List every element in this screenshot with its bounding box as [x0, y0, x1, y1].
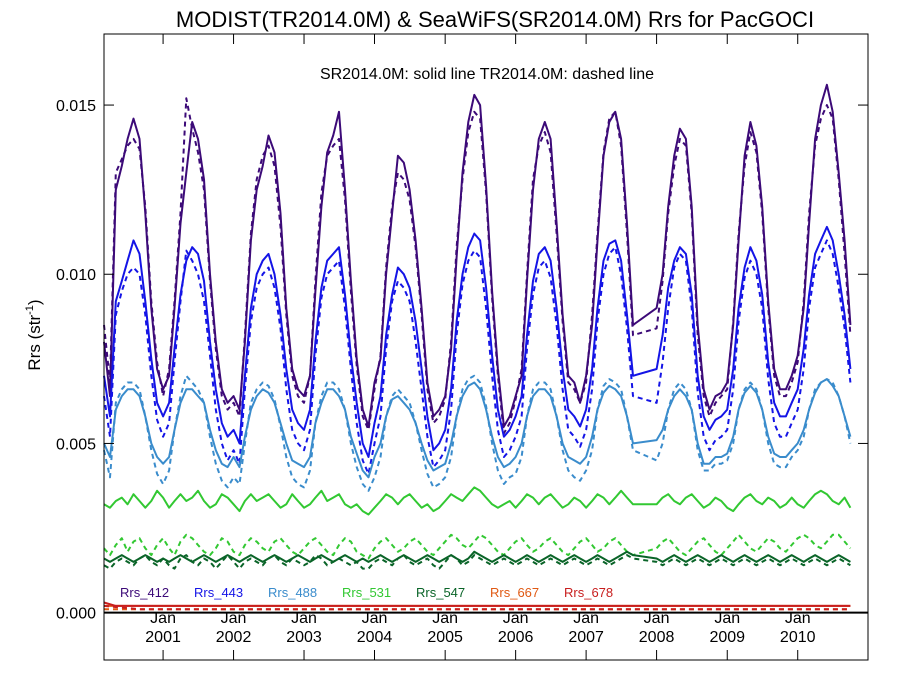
series-line-rrs-531-dashed [103, 533, 852, 560]
x-tick-month-label: Jan [150, 610, 176, 627]
x-tick-month-label: Jan [503, 610, 529, 627]
series-line-rrs-678-solid [103, 601, 851, 607]
axes: 0.000 0.005 0.010 0.015 Jan 2001 Jan 2002 Jan 200… [56, 33, 869, 661]
x-tick-year-label: 2010 [780, 629, 816, 646]
plot-area [103, 83, 852, 611]
legend: Rrs_412 Rrs_443 Rrs_488 Rrs_531 Rrs_547 Rrs_6… [120, 585, 613, 600]
legend-entry-rrs-488: Rrs_488 [268, 585, 317, 600]
series-line-rrs-488-dashed [103, 374, 852, 492]
x-tick-month-label: Jan [291, 610, 317, 627]
series-line-rrs-547-dashed [103, 554, 851, 570]
series-line-rrs-547-solid [103, 550, 851, 563]
x-tick-year-label: 2009 [709, 629, 745, 646]
plot-frame [103, 33, 869, 661]
y-axis-label-close: ) [25, 299, 44, 305]
x-tick-year-label: 2005 [427, 629, 463, 646]
x-tick-year-label: 2004 [357, 629, 393, 646]
y-axis-label: Rrs (str-1) [24, 299, 44, 370]
series-line-rrs-412-solid [103, 83, 852, 428]
x-tick-year-label: 2007 [568, 629, 604, 646]
y-axis-label-sup: -1 [24, 305, 36, 315]
line-style-note: SR2014.0M: solid line TR2014.0M: dashed … [320, 66, 654, 83]
y-tick-label: 0.000 [56, 606, 96, 623]
legend-entry-rrs-531: Rrs_531 [342, 585, 391, 600]
x-tick-month-label: Jan [644, 610, 670, 627]
series-line-rrs-443-dashed [103, 239, 852, 475]
x-tick-month-label: Jan [221, 610, 247, 627]
series-line-rrs-443-solid [103, 225, 852, 458]
x-tick-month-label: Jan [432, 610, 458, 627]
legend-entry-rrs-412: Rrs_412 [120, 585, 169, 600]
legend-entry-rrs-547: Rrs_547 [416, 585, 465, 600]
y-tick-label: 0.015 [56, 98, 96, 115]
y-axis-label-text: Rrs (str [25, 315, 44, 371]
y-tick-label: 0.005 [56, 436, 96, 453]
series-line-rrs-678-dashed [103, 604, 851, 611]
x-tick-year-label: 2008 [639, 629, 675, 646]
series-line-rrs-488-solid [103, 378, 852, 479]
x-tick-month-label: Jan [573, 610, 599, 627]
legend-entry-rrs-667: Rrs_667 [490, 585, 539, 600]
series-line-rrs-531-solid [103, 486, 852, 516]
legend-entry-rrs-443: Rrs_443 [194, 585, 243, 600]
x-tick-month-label: Jan [785, 610, 811, 627]
x-tick-year-label: 2006 [498, 629, 534, 646]
x-tick-year-label: 2003 [286, 629, 322, 646]
x-tick-year-label: 2001 [145, 629, 181, 646]
x-tick-month-label: Jan [362, 610, 388, 627]
y-tick-label: 0.010 [56, 267, 96, 284]
x-tick-year-label: 2002 [216, 629, 252, 646]
chart-title: MODIST(TR2014.0M) & SeaWiFS(SR2014.0M) R… [176, 7, 814, 32]
x-tick-month-label: Jan [714, 610, 740, 627]
legend-entry-rrs-678: Rrs_678 [564, 585, 613, 600]
